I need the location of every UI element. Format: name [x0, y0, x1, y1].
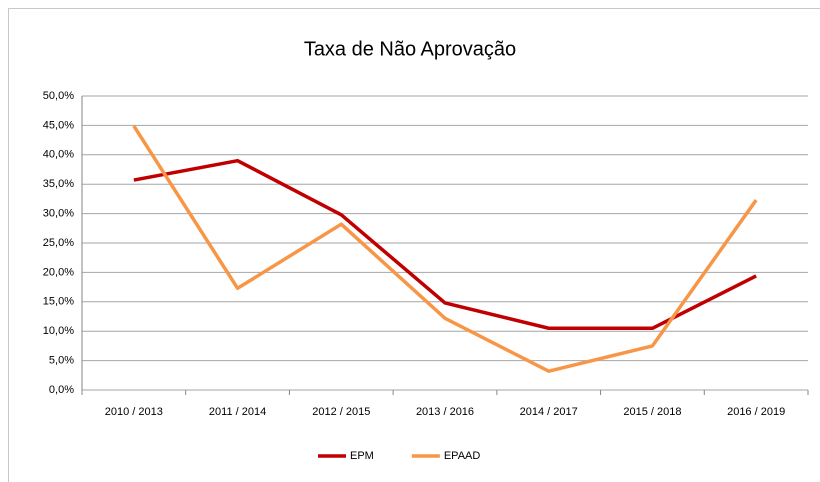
x-tick-label: 2013 / 2016	[416, 406, 474, 418]
y-tick-label: 50,0%	[43, 90, 74, 102]
chart-frame	[8, 8, 820, 482]
x-tick-label: 2016 / 2019	[727, 406, 785, 418]
chart-title: Taxa de Não Aprovação	[304, 38, 516, 60]
y-tick-label: 0,0%	[49, 384, 74, 396]
x-tick-label: 2011 / 2014	[209, 406, 266, 418]
y-tick-label: 20,0%	[43, 266, 74, 278]
y-tick-label: 5,0%	[49, 355, 74, 367]
series-line	[132, 125, 758, 373]
x-tick-label: 2010 / 2013	[105, 406, 163, 418]
y-tick-label: 45,0%	[43, 119, 74, 131]
x-tick-label: 2012 / 2015	[312, 406, 370, 418]
y-tick-label: 25,0%	[43, 237, 74, 249]
y-tick-label: 30,0%	[43, 208, 74, 220]
legend-label: EPAAD	[444, 450, 481, 462]
y-tick-label: 35,0%	[43, 178, 74, 190]
legend-label: EPM	[350, 450, 374, 462]
x-tick-label: 2015 / 2018	[623, 406, 681, 418]
series-line	[133, 158, 757, 331]
y-tick-label: 40,0%	[43, 149, 74, 161]
y-tick-label: 10,0%	[43, 325, 74, 337]
x-tick-label: 2014 / 2017	[520, 406, 578, 418]
y-tick-label: 15,0%	[43, 296, 74, 308]
